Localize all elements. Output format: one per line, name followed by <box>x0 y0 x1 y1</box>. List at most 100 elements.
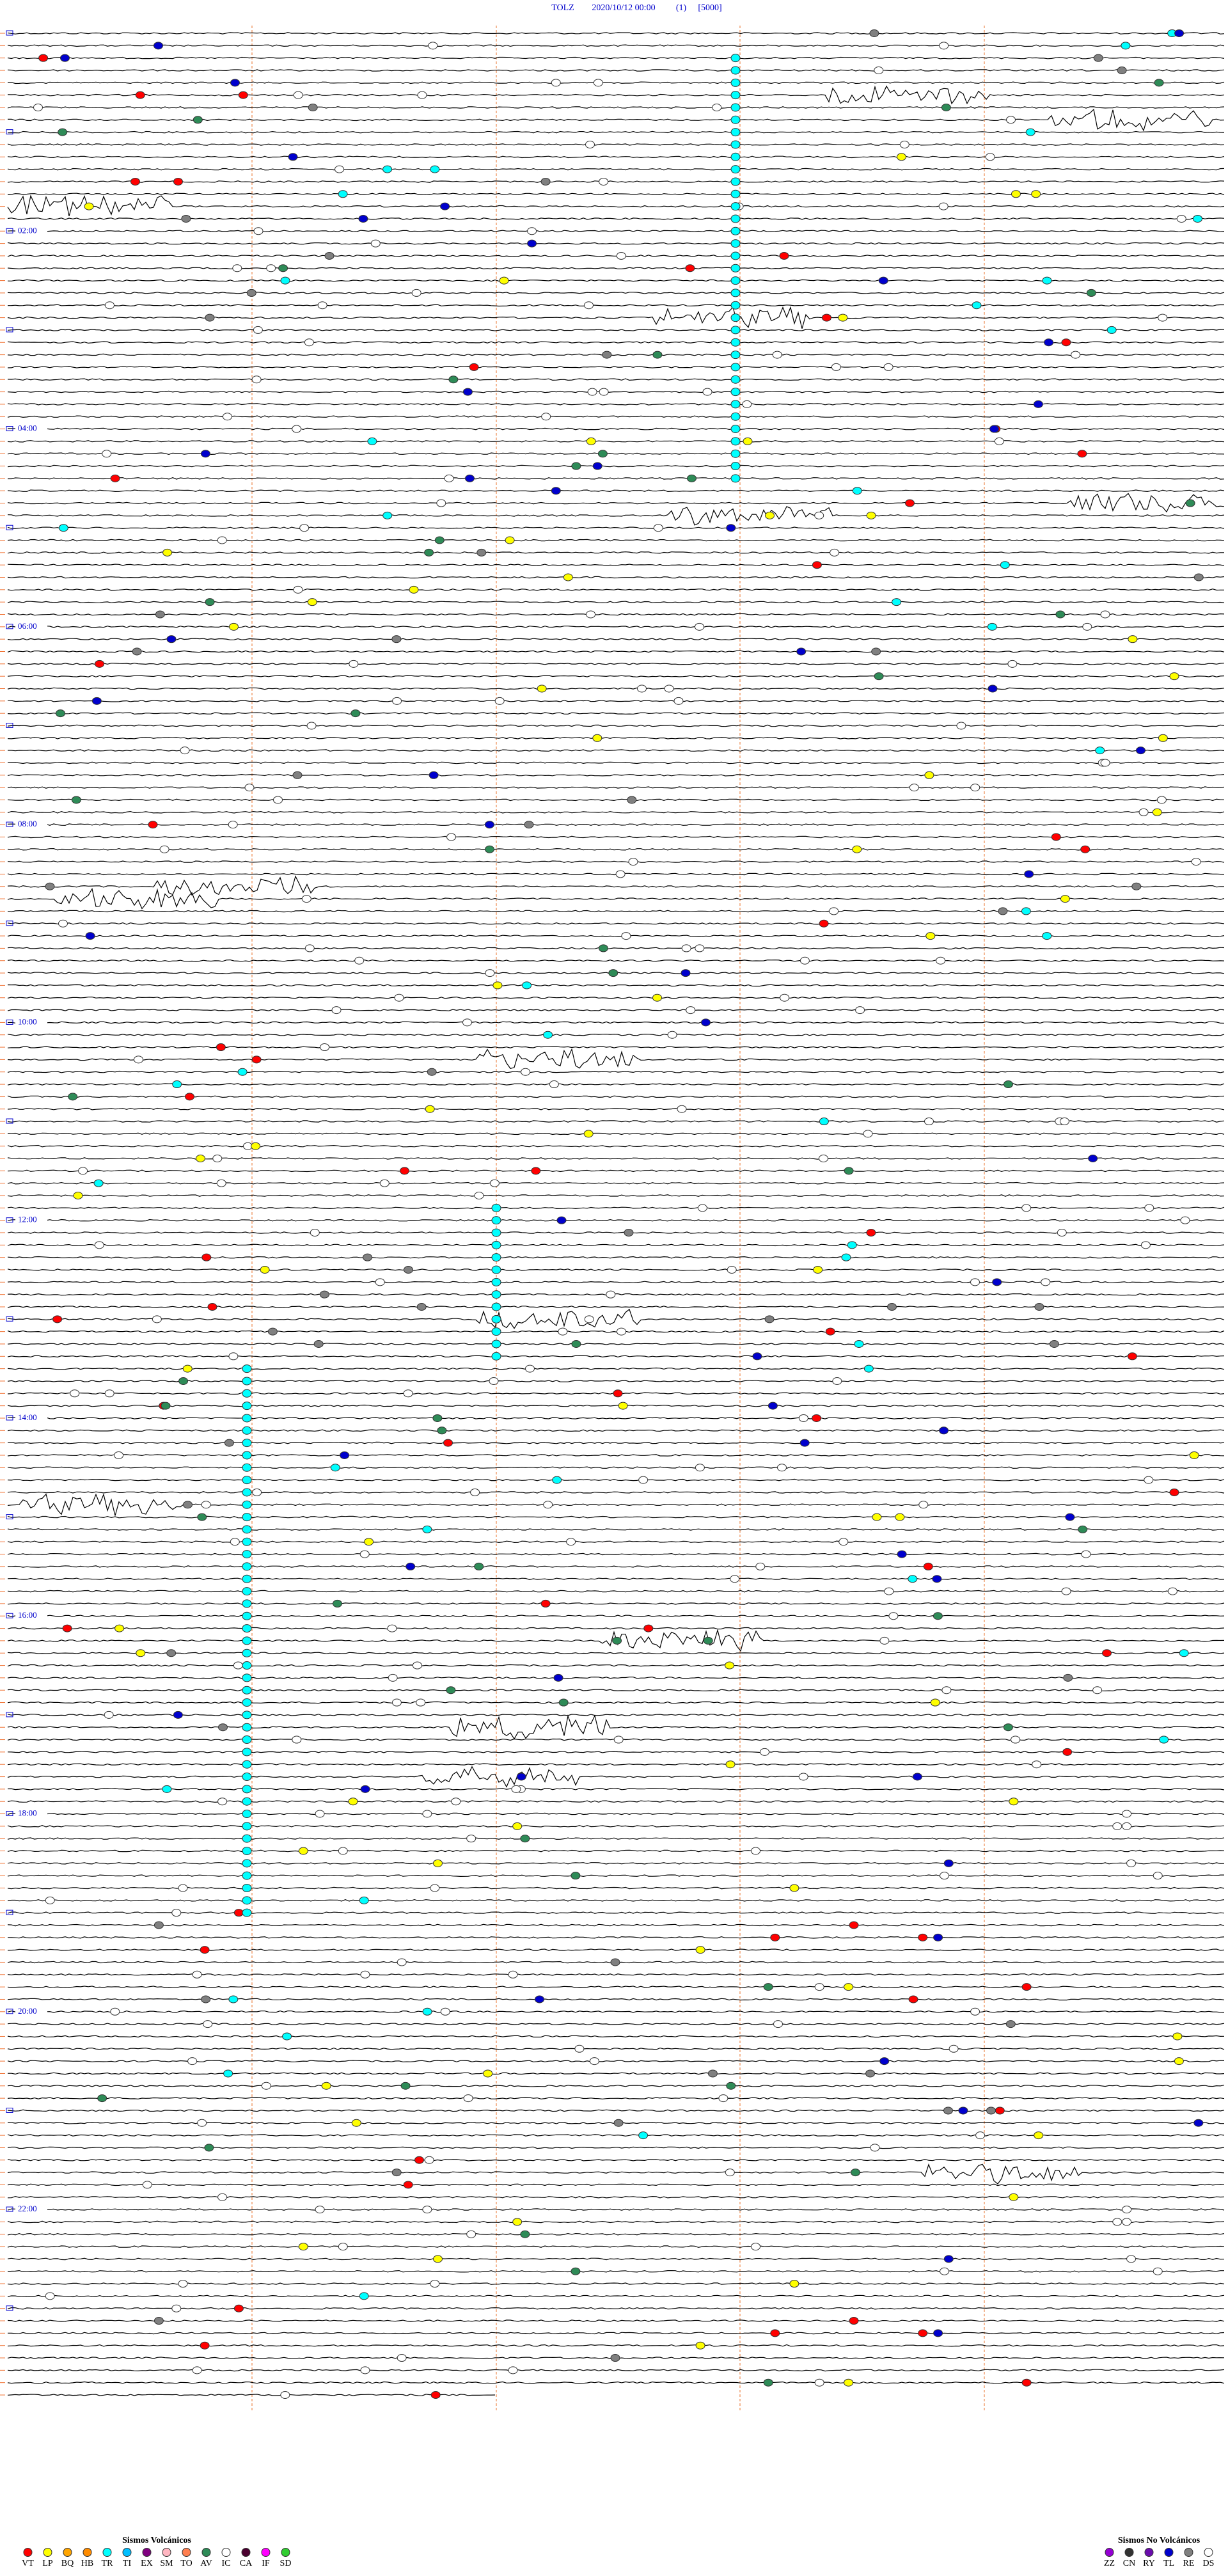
event-marker <box>841 1253 851 1261</box>
event-marker <box>78 1167 88 1175</box>
event-marker <box>251 1142 261 1150</box>
tremor-marker <box>491 1352 501 1361</box>
event-marker <box>216 1179 226 1187</box>
event-marker <box>1176 214 1186 223</box>
event-marker <box>416 1698 426 1707</box>
trace <box>7 44 1225 47</box>
tremor-marker <box>730 128 741 137</box>
trace <box>8 749 1225 752</box>
trace <box>7 1874 1224 1877</box>
event-marker <box>681 944 691 952</box>
event-marker <box>172 1080 182 1089</box>
event-marker <box>752 1352 762 1361</box>
event-marker <box>777 1464 787 1472</box>
event-marker <box>148 821 158 829</box>
event-marker <box>987 622 997 631</box>
event-marker <box>1005 2020 1016 2028</box>
event-marker <box>869 29 879 37</box>
event-marker <box>527 227 537 235</box>
event-marker <box>201 1253 212 1261</box>
event-marker <box>681 969 691 977</box>
event-marker <box>586 437 596 445</box>
trace <box>7 1615 1225 1618</box>
event-marker <box>936 956 946 965</box>
event-marker <box>56 709 65 718</box>
trace <box>7 143 1225 146</box>
event-marker <box>770 1933 780 1941</box>
row-marker <box>6 525 13 530</box>
event-marker <box>1126 1859 1137 1867</box>
scale: [5000] <box>698 3 721 13</box>
row-marker <box>6 1316 13 1322</box>
event-marker <box>617 1327 626 1336</box>
trace <box>7 1528 1225 1531</box>
tremor-marker <box>242 1748 252 1757</box>
legend-code: EX <box>141 2559 153 2568</box>
event-marker <box>606 1290 616 1299</box>
event-marker <box>597 450 608 458</box>
trace <box>7 887 1225 910</box>
trace <box>7 2295 1225 2298</box>
event-marker <box>592 734 602 742</box>
event-marker <box>45 1896 55 1904</box>
event-marker <box>469 363 479 371</box>
event-marker <box>476 548 487 557</box>
trace <box>7 130 1225 134</box>
event-marker <box>484 821 494 829</box>
event-marker <box>387 1624 397 1632</box>
trace <box>7 1825 1225 1828</box>
event-marker <box>483 2069 493 2078</box>
event-marker <box>789 1884 799 1892</box>
tremor-marker <box>242 1884 252 1892</box>
event-marker <box>154 42 163 50</box>
legend-marker <box>241 2548 251 2557</box>
row-marker <box>6 1712 13 1718</box>
legend-marker <box>1184 2548 1193 2557</box>
tremor-marker <box>242 1414 252 1423</box>
event-marker <box>166 635 177 644</box>
event-marker <box>313 1339 324 1348</box>
trace <box>7 1293 1225 1296</box>
event-marker <box>465 474 475 482</box>
legend-code: DS <box>1203 2559 1215 2568</box>
tremor-marker <box>730 115 741 124</box>
trace <box>7 2023 1225 2025</box>
tremor-marker <box>730 288 741 297</box>
row-marker <box>6 1514 13 1520</box>
event-marker <box>440 2007 450 2016</box>
time-label: 02:00 <box>18 225 37 235</box>
time-label: 04:00 <box>18 423 37 433</box>
trace <box>8 108 1225 132</box>
event-marker <box>541 413 551 421</box>
trace <box>7 1219 1225 1222</box>
trace <box>7 506 1225 526</box>
event-marker <box>908 1995 918 2003</box>
event-marker <box>985 153 995 161</box>
trace <box>7 1231 1225 1234</box>
trace <box>8 2072 1225 2075</box>
event-marker <box>849 1921 859 1929</box>
event-marker <box>924 771 934 779</box>
event-marker <box>677 1105 687 1113</box>
trace <box>7 860 1225 863</box>
event-marker <box>1034 2131 1044 2140</box>
tremor-marker <box>242 1908 252 1917</box>
event-marker <box>583 1130 594 1138</box>
event-marker <box>1021 907 1031 915</box>
event-marker <box>1185 499 1195 507</box>
trace <box>7 625 1225 628</box>
legend-code: IF <box>262 2559 270 2568</box>
trace <box>7 329 1225 331</box>
event-marker <box>908 1575 918 1583</box>
event-marker <box>849 2317 859 2325</box>
trace <box>7 1478 1225 1482</box>
event-marker <box>359 1896 369 1904</box>
event-marker <box>260 1266 270 1274</box>
event-marker <box>1031 190 1041 198</box>
event-marker <box>1100 759 1110 767</box>
event-marker <box>154 1921 164 1929</box>
event-marker <box>363 1253 373 1261</box>
event-marker <box>863 1130 873 1138</box>
event-marker <box>653 524 663 532</box>
trace <box>7 1021 1225 1024</box>
